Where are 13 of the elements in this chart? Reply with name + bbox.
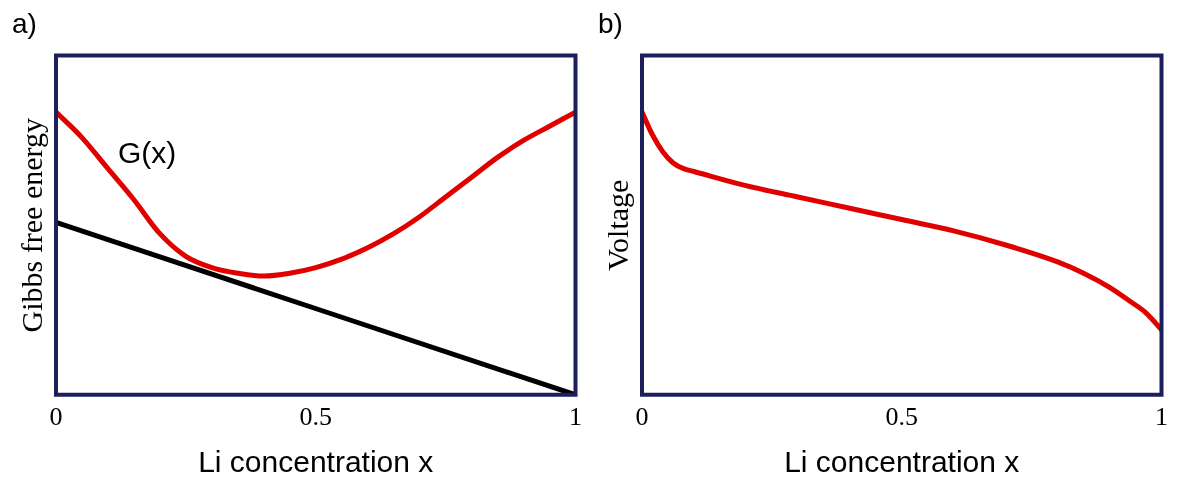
x-tick-label: 0 bbox=[635, 402, 649, 432]
x-tick-label: 0.5 bbox=[885, 402, 918, 432]
series-label: G(x) bbox=[117, 135, 177, 169]
x-axis-title: Li concentration x bbox=[198, 445, 434, 479]
x-axis-title: Li concentration x bbox=[784, 445, 1020, 479]
x-tick-label: 0.5 bbox=[299, 402, 332, 432]
chart-title: b) bbox=[598, 7, 623, 39]
x-tick-label: 1 bbox=[1155, 402, 1168, 432]
y-axis-title: Gibbs free energy bbox=[14, 118, 48, 333]
x-tick-label: 0 bbox=[49, 402, 63, 432]
y-axis-title: Voltage bbox=[600, 179, 634, 271]
chart-title: a) bbox=[12, 7, 37, 39]
x-tick-label: 1 bbox=[569, 402, 582, 432]
